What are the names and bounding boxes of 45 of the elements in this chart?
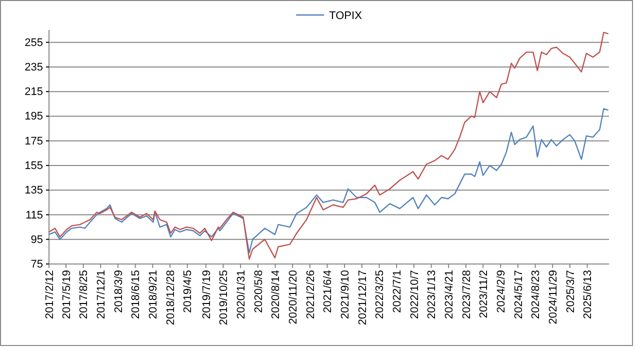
y-tick-label: 75	[30, 258, 43, 271]
x-tick-label: 2017/12/1	[96, 270, 108, 319]
x-tick-label: 2018/6/15	[130, 270, 142, 319]
y-tick-label: 95	[30, 234, 43, 246]
x-tick-label: 2024/8/23	[530, 270, 542, 319]
y-tick-label: 255	[24, 36, 43, 49]
x-tick-label: 2021/2/26	[304, 270, 317, 319]
x-tick-label: 2023/4/21	[443, 270, 456, 319]
x-tick-label: 2023/11/2	[478, 270, 490, 318]
x-tick-label: 2025/3/7	[564, 270, 577, 313]
x-tick-label: 2017/5/19	[60, 270, 73, 319]
line-series	[48, 32, 609, 260]
x-tick-label: 2018/3/9	[112, 270, 125, 313]
x-tick-label: 2024/2/9	[495, 270, 508, 313]
x-tick-label: 2023/7/28	[460, 270, 473, 319]
x-tick-label: 2023/1/13	[426, 270, 438, 319]
y-tick-label: 135	[24, 184, 43, 197]
x-tick-label: 2019/7/19	[200, 270, 213, 319]
x-tick-label: 2020/1/31	[235, 270, 248, 319]
x-tick-label: 2021/12/17	[356, 270, 369, 326]
x-tick-label: 2020/8/14	[270, 270, 282, 319]
line-series	[48, 108, 609, 254]
x-tick-label: 2021/9/10	[339, 270, 352, 319]
x-tick-label: 2019/4/5	[182, 270, 194, 313]
y-tick-label: 155	[24, 160, 43, 172]
x-tick-label: 2018/12/28	[164, 270, 177, 326]
x-tick-label: 2018/9/21	[148, 270, 160, 319]
x-tick-label: 2024/11/29	[547, 270, 560, 324]
x-tick-label: 2020/11/20	[287, 270, 300, 324]
x-tick-label: 2022/10/7	[408, 270, 421, 319]
x-tick-label: 2017/8/25	[78, 270, 90, 319]
y-tick-label: 215	[24, 86, 43, 98]
x-tick-label: 2021/6/4	[322, 270, 334, 313]
x-tick-label: 2017/2/12	[44, 270, 56, 319]
x-tick-label: 2024/5/17	[512, 270, 525, 319]
x-tick-label: 2022/7/1	[391, 270, 404, 313]
x-tick-label: 2019/10/25	[218, 270, 230, 326]
legend-label: TOPIX	[329, 10, 363, 22]
x-tick-label: 2025/6/13	[582, 270, 594, 319]
y-tick-label: 235	[24, 61, 43, 74]
y-tick-label: 115	[25, 209, 43, 222]
x-tick-label: 2022/3/25	[374, 270, 386, 319]
y-tick-label: 195	[24, 110, 43, 123]
x-tick-label: 2020/5/8	[252, 270, 265, 313]
y-tick-label: 175	[24, 135, 43, 148]
